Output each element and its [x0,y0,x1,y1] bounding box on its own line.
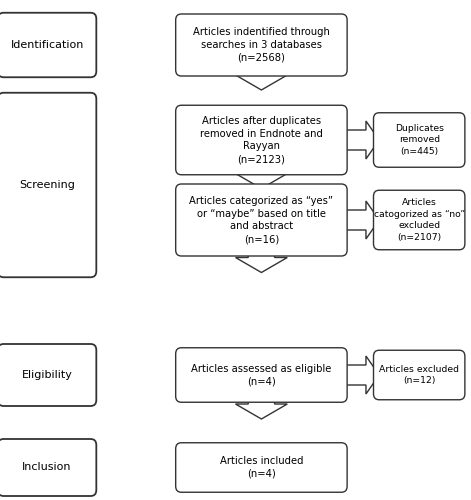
FancyBboxPatch shape [176,106,347,175]
Text: Articles assessed as eligible
(n=4): Articles assessed as eligible (n=4) [191,364,332,386]
Text: Articles excluded
(n=12): Articles excluded (n=12) [379,365,459,385]
Text: Articles
catogorized as “no”
excluded
(n=2107): Articles catogorized as “no” excluded (n… [374,198,465,242]
Text: Duplicates
removed
(n=445): Duplicates removed (n=445) [395,124,444,156]
Polygon shape [341,121,379,159]
FancyBboxPatch shape [176,14,347,76]
Polygon shape [236,396,287,419]
FancyBboxPatch shape [374,190,465,250]
Text: Screening: Screening [19,180,75,190]
FancyBboxPatch shape [176,184,347,256]
Text: Articles included
(n=4): Articles included (n=4) [219,456,303,479]
FancyBboxPatch shape [374,113,465,167]
FancyBboxPatch shape [0,12,96,77]
Text: Identification: Identification [10,40,84,50]
FancyBboxPatch shape [0,93,96,277]
Text: Eligibility: Eligibility [22,370,73,380]
Text: Inclusion: Inclusion [22,462,72,472]
FancyBboxPatch shape [374,350,465,400]
Polygon shape [341,201,379,239]
FancyBboxPatch shape [176,443,347,492]
FancyBboxPatch shape [176,348,347,402]
FancyBboxPatch shape [0,439,96,496]
Text: Articles after duplicates
removed in Endnote and
Rayyan
(n=2123): Articles after duplicates removed in End… [200,116,323,164]
Polygon shape [236,250,287,272]
Text: Articles indentified through
searches in 3 databases
(n=2568): Articles indentified through searches in… [193,27,330,63]
FancyBboxPatch shape [0,344,96,406]
Polygon shape [236,70,287,90]
Polygon shape [236,168,287,188]
Polygon shape [341,356,379,394]
Text: Articles categorized as “yes”
or “maybe” based on title
and abstract
(n=16): Articles categorized as “yes” or “maybe”… [189,196,333,244]
